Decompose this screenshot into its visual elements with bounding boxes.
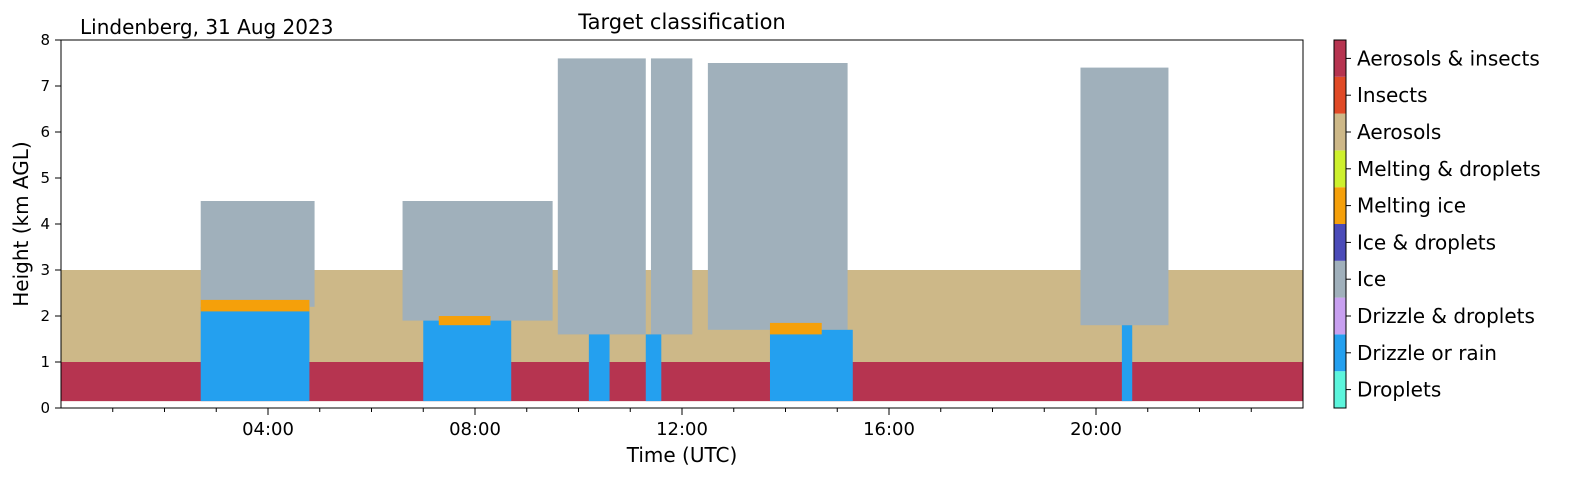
- x-tick-label: 04:00: [242, 419, 294, 440]
- colorbar-label: Ice: [1357, 267, 1386, 291]
- y-tick-label: 0: [40, 399, 50, 417]
- colorbar-swatch-melting-ice: [1334, 187, 1346, 224]
- x-axis-ticks: 04:00 08:00 12:00 16:00 20:00: [112, 408, 1252, 440]
- colorbar-label: Droplets: [1357, 378, 1441, 402]
- y-axis-label: Height (km AGL): [9, 141, 33, 306]
- x-tick-label: 20:00: [1070, 419, 1122, 440]
- region-ice-3: [402, 201, 553, 321]
- colorbar-label: Drizzle & droplets: [1357, 304, 1535, 328]
- region-melting-ice-15: [438, 316, 491, 326]
- region-ice-6: [707, 63, 848, 330]
- region-drizzle-or-rain-8: [200, 306, 310, 402]
- x-tick-label: 08:00: [449, 419, 501, 440]
- region-melting-ice-16: [769, 322, 822, 335]
- y-tick-label: 3: [40, 261, 50, 279]
- x-tick-label: 12:00: [656, 419, 708, 440]
- colorbar-swatch-melting-droplets: [1334, 150, 1346, 188]
- x-tick-label: 16:00: [863, 419, 915, 440]
- region-ice-5: [650, 58, 693, 335]
- region-ice-4: [557, 58, 646, 335]
- colorbar-label: Aerosols: [1357, 120, 1441, 144]
- region-melting-ice-14: [200, 299, 310, 312]
- y-axis-ticks: 0 1 2 3 4 5 6 7 8: [40, 31, 61, 417]
- chart-subtitle: Lindenberg, 31 Aug 2023: [80, 15, 333, 39]
- y-tick-label: 7: [40, 77, 50, 95]
- x-axis-label: Time (UTC): [626, 443, 738, 467]
- colorbar-swatch-aerosols: [1334, 113, 1346, 151]
- y-tick-label: 2: [40, 307, 50, 325]
- colorbar-label: Insects: [1357, 83, 1428, 107]
- y-tick-label: 4: [40, 215, 50, 233]
- y-tick-label: 1: [40, 353, 50, 371]
- region-drizzle-or-rain-12: [769, 329, 853, 402]
- region-drizzle-or-rain-13: [1121, 325, 1133, 402]
- colorbar-labels: Droplets Drizzle or rain Drizzle & droplet…: [1346, 46, 1541, 402]
- colorbar-label: Aerosols & insects: [1357, 46, 1540, 70]
- colorbar-label: Ice & droplets: [1357, 230, 1496, 254]
- y-tick-label: 5: [40, 169, 50, 187]
- classification-regions: [61, 58, 1303, 402]
- plot-area: 04:00 08:00 12:00 16:00 20:00 0 1 2 3 4 5 6 7 8: [40, 31, 1304, 440]
- region-drizzle-or-rain-9: [423, 320, 512, 402]
- colorbar: Droplets Drizzle or rain Drizzle & droplet…: [1333, 39, 1541, 409]
- region-ice-7: [1080, 67, 1169, 326]
- region-drizzle-or-rain-10: [588, 334, 610, 402]
- y-tick-label: 8: [40, 31, 50, 49]
- colorbar-swatch-ice: [1334, 260, 1346, 298]
- colorbar-label: Drizzle or rain: [1357, 341, 1497, 365]
- colorbar-label: Melting ice: [1357, 194, 1466, 218]
- colorbar-swatch-drizzle-droplets: [1334, 297, 1346, 335]
- region-drizzle-or-rain-11: [645, 334, 662, 402]
- colorbar-swatch-droplets: [1334, 371, 1346, 408]
- colorbar-cells: [1334, 40, 1346, 408]
- y-tick-label: 6: [40, 123, 50, 141]
- chart-title: Target classification: [577, 10, 785, 34]
- colorbar-swatch-insects: [1334, 76, 1346, 114]
- colorbar-label: Melting & droplets: [1357, 157, 1541, 181]
- colorbar-frame: [1333, 39, 1347, 409]
- colorbar-swatch-drizzle-or-rain: [1334, 334, 1346, 372]
- region-ice-2: [200, 201, 315, 307]
- colorbar-swatch-aerosols-insects: [1334, 40, 1346, 77]
- colorbar-swatch-ice-droplets: [1334, 224, 1346, 261]
